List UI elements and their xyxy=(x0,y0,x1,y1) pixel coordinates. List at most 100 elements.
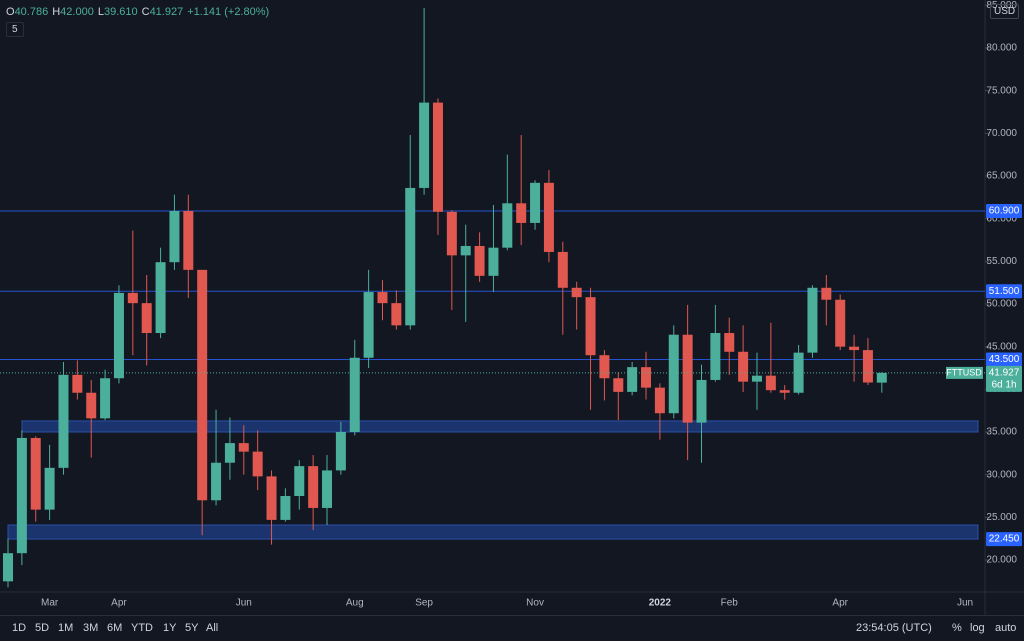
candle-body xyxy=(432,102,443,212)
candle-body xyxy=(419,102,430,188)
y-tick-label: 70.000 xyxy=(986,128,1017,139)
candle-body xyxy=(530,182,541,223)
clock: 23:54:05 (UTC) xyxy=(856,622,932,634)
candle-body xyxy=(696,379,707,423)
y-tick-label: 85.000 xyxy=(986,0,1017,11)
candle-body xyxy=(224,443,235,463)
candle-body xyxy=(141,303,152,334)
y-tick-label: 75.000 xyxy=(986,85,1017,96)
candle-body xyxy=(765,375,776,391)
ohlc-key: C xyxy=(141,6,150,18)
candle-body xyxy=(294,466,305,496)
candle-body xyxy=(807,287,818,353)
candle-body xyxy=(446,211,457,256)
price-label: 22.450 xyxy=(989,534,1020,545)
range-button[interactable]: 3M xyxy=(83,622,99,634)
candle-body xyxy=(308,466,319,508)
candle-body xyxy=(30,437,41,510)
y-tick-label: 80.000 xyxy=(986,43,1017,54)
range-button[interactable]: YTD xyxy=(131,622,153,634)
candle-body xyxy=(169,210,180,263)
candle-body xyxy=(668,334,679,414)
candle-body xyxy=(211,462,222,501)
candle-body xyxy=(391,303,402,326)
candle-body xyxy=(349,357,360,432)
y-tick-label: 50.000 xyxy=(986,299,1017,310)
candle-body xyxy=(599,355,610,379)
y-tick-label: 45.000 xyxy=(986,341,1017,352)
candle-body xyxy=(460,245,471,256)
price-change: +1.141 (+2.80%) xyxy=(187,6,270,18)
chart: 20.00025.00030.00035.00040.00045.00050.0… xyxy=(0,0,1024,615)
range-button[interactable]: 1D xyxy=(12,622,27,634)
x-tick-label: Nov xyxy=(526,598,544,609)
candle-body xyxy=(44,467,55,510)
range-button[interactable]: All xyxy=(206,622,219,634)
scale-button[interactable]: auto xyxy=(995,622,1017,634)
price-label: 41.927 xyxy=(989,368,1020,379)
currency-select[interactable]: USD xyxy=(990,4,1020,19)
candle-body xyxy=(516,203,527,223)
candle-body xyxy=(585,297,596,356)
y-tick-label: 55.000 xyxy=(986,256,1017,267)
candle-body xyxy=(238,443,249,452)
candle-body xyxy=(488,247,499,276)
candle-body xyxy=(779,390,790,393)
ohlc-value: 42.000 xyxy=(60,6,94,18)
candle-body xyxy=(557,251,568,288)
indicator-toggle[interactable]: 5 xyxy=(6,22,24,37)
range-button[interactable]: 5D xyxy=(35,622,50,634)
candle-body xyxy=(862,350,873,383)
candle-body xyxy=(543,182,554,252)
scale-button[interactable]: log xyxy=(970,622,985,634)
price-label-bg xyxy=(986,284,1022,299)
x-tick-label: Sep xyxy=(415,598,433,609)
price-label: 51.500 xyxy=(989,286,1020,297)
candle-body xyxy=(72,374,83,393)
price-label: 43.500 xyxy=(989,354,1020,365)
candle-body xyxy=(3,553,13,582)
x-tick-label: Aug xyxy=(346,598,364,609)
candle-body xyxy=(654,387,665,414)
zone xyxy=(21,420,979,433)
ohlc-key: H xyxy=(52,6,61,18)
candle-body xyxy=(280,496,291,520)
candle-body xyxy=(724,333,735,352)
zone xyxy=(7,524,979,540)
candle-body xyxy=(155,262,166,334)
candle-body xyxy=(252,451,263,477)
ohlc-legend: O40.786 H42.000 L39.610 C41.927 +1.141 (+2.8… xyxy=(6,6,273,18)
ohlc-value: 39.610 xyxy=(103,6,138,18)
scale-button[interactable]: % xyxy=(952,622,962,634)
candle-body xyxy=(266,476,277,520)
price-label-bg xyxy=(986,365,1022,392)
price-label-bg xyxy=(986,352,1022,367)
candle-body xyxy=(502,203,513,248)
candle-body xyxy=(738,351,749,382)
candle-body xyxy=(682,334,693,423)
candle-body xyxy=(322,470,333,508)
range-button[interactable]: 1M xyxy=(58,622,74,634)
x-tick-label: 2022 xyxy=(649,598,672,609)
ohlc-key: L xyxy=(97,6,104,18)
range-button[interactable]: 1Y xyxy=(163,622,177,634)
range-button[interactable]: 6M xyxy=(107,622,123,634)
ohlc-value: 41.927 xyxy=(149,6,184,18)
candle-body xyxy=(627,367,638,392)
y-tick-label: 35.000 xyxy=(986,427,1017,438)
price-label-bg xyxy=(986,532,1022,547)
price-label-bg xyxy=(986,203,1022,218)
y-tick-label: 65.000 xyxy=(986,171,1017,182)
candle-body xyxy=(86,392,97,419)
candle-body xyxy=(474,245,485,276)
candle-body xyxy=(335,432,346,471)
candle-body xyxy=(613,378,624,392)
candle-body xyxy=(876,372,887,383)
symbol-label-bg xyxy=(946,366,983,379)
range-button[interactable]: 5Y xyxy=(185,622,199,634)
candle-body xyxy=(821,287,832,300)
candle-body xyxy=(571,287,582,298)
candle-body xyxy=(100,378,111,419)
candle-body xyxy=(849,346,860,351)
